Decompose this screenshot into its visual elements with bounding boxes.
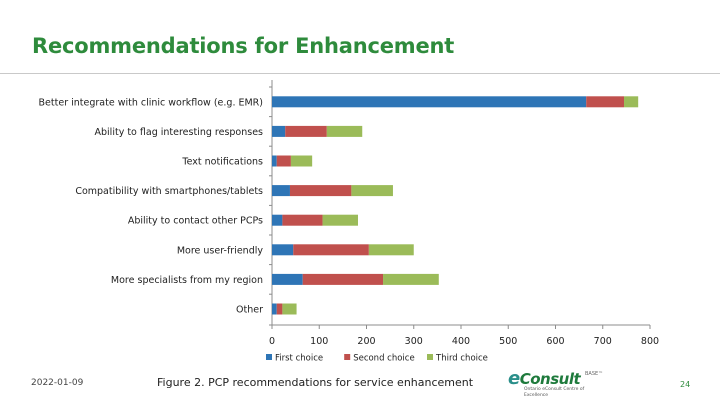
bar-first-choice — [272, 244, 294, 256]
bar-third-choice — [326, 125, 363, 137]
bar-first-choice — [272, 214, 283, 226]
logo-badge: BASE™ — [585, 371, 604, 377]
x-tick-label: 100 — [310, 336, 328, 347]
y-tick-label: Ability to contact other PCPs — [128, 216, 263, 227]
footer-date: 2022-01-09 — [31, 378, 84, 388]
bar-first-choice — [272, 125, 286, 137]
bar-second-choice — [282, 214, 323, 226]
legend-swatch — [266, 354, 272, 360]
bar-third-choice — [624, 96, 639, 108]
bar-first-choice — [272, 303, 277, 315]
x-tick-label: 700 — [594, 336, 612, 347]
legend-label: Second choice — [353, 354, 415, 364]
bar-first-choice — [272, 155, 277, 167]
x-tick-label: 600 — [546, 336, 564, 347]
bar-second-choice — [302, 273, 384, 285]
slide-title: Recommendations for Enhancement — [32, 34, 455, 58]
legend-label: First choice — [275, 354, 323, 364]
y-tick-label: Text notifications — [181, 157, 263, 168]
legend-swatch — [344, 354, 351, 360]
page-number: 24 — [680, 380, 691, 389]
y-tick-label: Better integrate with clinic workflow (e… — [39, 97, 263, 108]
bar-third-choice — [351, 185, 393, 197]
figure-caption: Figure 2. PCP recommendations for servic… — [157, 376, 474, 389]
econsult-logo: eConsult BASE™ Ontario eConsult Centre o… — [508, 368, 604, 402]
logo-wordmark: eConsult — [508, 368, 581, 389]
bar-second-choice — [586, 96, 625, 108]
x-tick-label: 300 — [405, 336, 423, 347]
bar-third-choice — [282, 303, 297, 315]
x-tick-label: 200 — [357, 336, 375, 347]
bar-third-choice — [368, 244, 414, 256]
logo-subtitle: Ontario eConsult Centre of Excellence — [524, 387, 585, 398]
bar-second-choice — [293, 244, 369, 256]
bar-second-choice — [276, 303, 283, 315]
x-tick-label: 0 — [269, 336, 275, 347]
x-tick-label: 500 — [499, 336, 517, 347]
bar-second-choice — [289, 185, 352, 197]
y-tick-label: More specialists from my region — [111, 275, 263, 286]
bar-second-choice — [285, 125, 327, 137]
x-tick-label: 800 — [641, 336, 659, 347]
y-tick-label: Compatibility with smartphones/tablets — [75, 186, 263, 197]
y-tick-label: Other — [236, 305, 263, 316]
bar-second-choice — [276, 155, 291, 167]
title-divider — [0, 73, 720, 74]
y-tick-label: More user-friendly — [177, 245, 264, 256]
bar-third-choice — [322, 214, 358, 226]
bar-third-choice — [290, 155, 313, 167]
bar-third-choice — [383, 273, 439, 285]
bar-first-choice — [272, 185, 290, 197]
y-tick-label: Ability to flag interesting responses — [95, 127, 264, 138]
legend-swatch — [427, 354, 433, 360]
legend-label: Third choice — [435, 354, 488, 364]
bar-first-choice — [272, 273, 303, 285]
bar-first-choice — [272, 96, 587, 108]
x-tick-label: 400 — [452, 336, 470, 347]
